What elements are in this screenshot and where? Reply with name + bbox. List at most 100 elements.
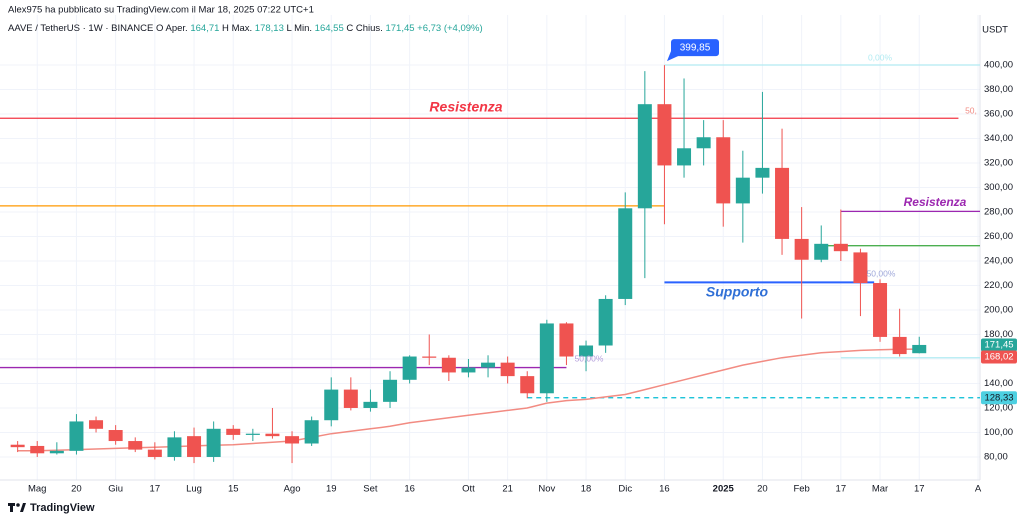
candle-body — [343, 389, 358, 408]
x-tick-label: Set — [363, 484, 378, 495]
y-tick-label: 280,00 — [984, 206, 1013, 217]
callout-box — [671, 39, 719, 57]
candle-body — [226, 428, 241, 435]
candle-body — [265, 433, 280, 437]
annotation: Resistenza — [429, 99, 502, 115]
candle-body — [49, 450, 64, 454]
x-tick-label: Nov — [538, 484, 555, 495]
candle-body — [735, 177, 750, 204]
candle-body — [128, 441, 143, 450]
x-tick-label: Ott — [462, 484, 475, 495]
annotation: 50,00% — [575, 353, 604, 363]
candle-body — [520, 376, 535, 394]
candle-body — [598, 298, 613, 346]
price-badge — [981, 350, 1017, 364]
candle-body — [912, 344, 927, 354]
candle-body — [245, 433, 260, 435]
candle-body — [677, 148, 692, 166]
published-note: Alex975 ha pubblicato su TradingView.com… — [8, 5, 314, 16]
candle-body — [716, 137, 731, 204]
candle-body — [461, 367, 476, 373]
x-tick-label: Ago — [284, 484, 301, 495]
symbol-legend: AAVE / TetherUS · 1W · BINANCE O Aper. 1… — [8, 23, 483, 34]
y-tick-label: 360,00 — [984, 108, 1013, 119]
candle-body — [441, 357, 456, 373]
y-tick-label: 340,00 — [984, 133, 1013, 144]
x-tick-label: 18 — [581, 484, 592, 495]
candle-body — [187, 436, 202, 457]
x-tick-label: 17 — [150, 484, 161, 495]
candle-body — [324, 389, 339, 421]
ohlc-value: 164,55 — [315, 23, 344, 34]
candle-body — [383, 379, 398, 402]
candle-body — [69, 421, 84, 451]
ohlc-key: L — [287, 23, 292, 34]
logo-shape — [20, 503, 26, 512]
annotation: Resistenza — [904, 195, 967, 209]
candle-body — [402, 356, 417, 380]
y-tick-label: 400,00 — [984, 59, 1013, 70]
y-tick-label: 100,00 — [984, 427, 1013, 438]
y-tick-label: 220,00 — [984, 280, 1013, 291]
price-badge — [981, 338, 1017, 352]
y-tick-label: 380,00 — [984, 84, 1013, 95]
candle-body — [814, 243, 829, 260]
candle-body — [89, 420, 104, 429]
candle-body — [30, 445, 45, 454]
candle-body — [108, 430, 123, 442]
callout-label: 399,85 — [680, 42, 711, 53]
candle-body — [206, 428, 221, 457]
x-tick-label: Lug — [186, 484, 202, 495]
ohlc-value: 178,13 — [255, 23, 284, 34]
x-tick-label: 20 — [757, 484, 768, 495]
x-tick-label: Giu — [108, 484, 123, 495]
candle-body — [500, 362, 515, 377]
annotation: 50,00% — [867, 268, 896, 278]
x-tick-label: 20 — [71, 484, 82, 495]
candle-body — [285, 436, 300, 444]
candle-body — [775, 167, 790, 239]
candle-body — [637, 104, 652, 209]
candle-body — [10, 444, 25, 448]
candle-body — [167, 437, 182, 457]
ohlc-name: Aper. — [166, 23, 188, 34]
candle-body — [755, 167, 770, 178]
x-tick-label: Feb — [793, 484, 809, 495]
ohlc-value: 171,45 — [385, 23, 414, 34]
candle-body — [657, 104, 672, 166]
y-tick-label: 80,00 — [984, 451, 1008, 462]
x-tick-label: Dic — [618, 484, 632, 495]
ohlc-name: Min. — [294, 23, 312, 34]
x-tick-label: Mar — [872, 484, 888, 495]
candle-body — [618, 208, 633, 299]
ohlc-key: O — [156, 23, 163, 34]
candle-body — [696, 137, 711, 149]
symbol: AAVE / TetherUS · 1W · BINANCE — [8, 23, 153, 34]
price-badge-label: 128,33 — [984, 392, 1013, 403]
logo-shape — [10, 503, 13, 512]
ohlc-name: Chius. — [356, 23, 383, 34]
y-tick-label: 180,00 — [984, 329, 1013, 340]
candle-body — [363, 401, 378, 408]
y-tick-label: 240,00 — [984, 255, 1013, 266]
x-tick-label: 19 — [326, 484, 337, 495]
ohlc-key: H — [222, 23, 229, 34]
candle-body — [579, 345, 594, 357]
logo — [8, 503, 26, 512]
y-tick-label: 320,00 — [984, 157, 1013, 168]
y-tick-label: 300,00 — [984, 182, 1013, 193]
y-tick-label: 120,00 — [984, 402, 1013, 413]
annotation: 0,00% — [868, 52, 893, 62]
x-tick-label: 16 — [659, 484, 670, 495]
candle-body — [539, 323, 554, 394]
candle-body — [892, 336, 907, 355]
x-tick-label: 15 — [228, 484, 239, 495]
currency: USDT — [982, 25, 1008, 36]
y-tick-label: 140,00 — [984, 378, 1013, 389]
ohlc-value: 164,71 — [190, 23, 219, 34]
candle-body — [833, 243, 848, 252]
logo-shape — [16, 503, 20, 507]
candle-body — [794, 238, 809, 260]
